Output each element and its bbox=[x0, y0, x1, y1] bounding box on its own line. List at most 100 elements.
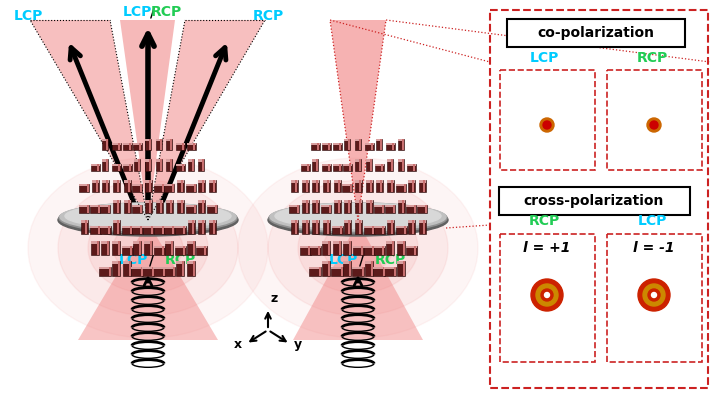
Bar bbox=[100, 205, 110, 213]
Bar bbox=[194, 184, 196, 192]
Bar bbox=[344, 139, 351, 150]
Bar bbox=[332, 226, 343, 228]
Bar bbox=[112, 143, 121, 145]
Bar bbox=[364, 143, 374, 145]
Circle shape bbox=[541, 289, 553, 301]
Bar bbox=[385, 205, 395, 207]
Bar bbox=[382, 205, 384, 213]
Bar bbox=[122, 164, 132, 166]
Bar bbox=[202, 200, 204, 213]
Bar bbox=[377, 139, 382, 150]
Bar bbox=[96, 241, 99, 255]
Bar bbox=[133, 143, 143, 150]
Bar bbox=[198, 220, 205, 234]
Bar bbox=[406, 205, 416, 207]
Bar bbox=[387, 220, 394, 234]
Bar bbox=[108, 226, 110, 234]
Bar bbox=[91, 241, 99, 255]
Bar bbox=[383, 267, 385, 276]
Bar bbox=[369, 180, 372, 192]
Polygon shape bbox=[120, 20, 175, 220]
Bar bbox=[164, 184, 174, 186]
Bar bbox=[151, 226, 153, 234]
Bar bbox=[417, 205, 427, 213]
Bar bbox=[374, 267, 385, 269]
Bar bbox=[397, 159, 404, 162]
Bar bbox=[364, 261, 373, 264]
Bar bbox=[375, 164, 384, 171]
Bar bbox=[153, 184, 163, 192]
Bar bbox=[163, 267, 165, 276]
Bar bbox=[289, 205, 299, 207]
Bar bbox=[172, 184, 174, 192]
Bar bbox=[117, 200, 119, 213]
Bar bbox=[333, 143, 342, 145]
Polygon shape bbox=[30, 20, 148, 220]
Bar bbox=[91, 180, 99, 192]
Bar bbox=[387, 180, 394, 192]
Bar bbox=[145, 200, 152, 213]
Bar bbox=[162, 246, 163, 255]
Bar bbox=[153, 184, 163, 186]
Bar bbox=[362, 267, 364, 276]
Bar bbox=[133, 241, 141, 244]
Bar bbox=[156, 200, 163, 213]
Bar bbox=[176, 261, 184, 276]
Bar bbox=[374, 226, 385, 228]
Bar bbox=[366, 200, 373, 213]
Text: RCP: RCP bbox=[150, 5, 181, 19]
Bar bbox=[333, 180, 341, 192]
Bar bbox=[186, 143, 196, 145]
Bar bbox=[359, 200, 361, 213]
Bar bbox=[300, 246, 310, 255]
Bar bbox=[355, 180, 362, 192]
Bar bbox=[98, 226, 99, 234]
Bar bbox=[295, 180, 297, 192]
Bar bbox=[327, 220, 329, 234]
Bar bbox=[160, 200, 162, 213]
Bar bbox=[133, 241, 141, 255]
Bar bbox=[209, 220, 216, 234]
Bar bbox=[90, 205, 99, 213]
Bar bbox=[391, 159, 393, 171]
Bar bbox=[359, 159, 361, 171]
Bar bbox=[408, 220, 415, 234]
Bar bbox=[343, 261, 351, 264]
Bar bbox=[500, 70, 595, 170]
Bar bbox=[166, 159, 172, 171]
Bar bbox=[90, 205, 99, 207]
Bar bbox=[343, 164, 352, 166]
Circle shape bbox=[650, 121, 658, 129]
Bar bbox=[140, 241, 141, 255]
Bar bbox=[329, 205, 331, 213]
Bar bbox=[328, 164, 330, 171]
Bar bbox=[188, 159, 194, 171]
Bar bbox=[419, 180, 426, 183]
Bar bbox=[186, 241, 194, 244]
Bar bbox=[333, 164, 342, 171]
Bar bbox=[364, 226, 374, 234]
Bar bbox=[349, 164, 351, 171]
Bar bbox=[166, 139, 172, 141]
Circle shape bbox=[536, 284, 558, 306]
Bar bbox=[330, 267, 343, 269]
Bar bbox=[291, 180, 298, 192]
Bar bbox=[181, 180, 183, 192]
Bar bbox=[112, 241, 120, 255]
Bar bbox=[419, 220, 426, 234]
Bar bbox=[186, 143, 196, 150]
Bar bbox=[181, 200, 183, 213]
Bar bbox=[107, 139, 108, 150]
Bar bbox=[396, 226, 407, 228]
Bar bbox=[316, 220, 318, 234]
Bar bbox=[129, 164, 130, 171]
Text: LCP: LCP bbox=[529, 51, 559, 65]
Ellipse shape bbox=[113, 222, 183, 274]
Text: /: / bbox=[359, 253, 364, 267]
Bar bbox=[333, 200, 341, 203]
Bar bbox=[406, 205, 416, 213]
Bar bbox=[143, 226, 154, 234]
Bar bbox=[91, 164, 99, 166]
Bar bbox=[355, 200, 362, 213]
Bar bbox=[102, 159, 108, 171]
